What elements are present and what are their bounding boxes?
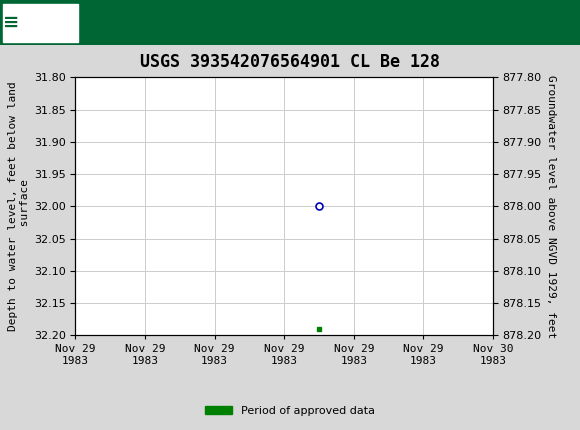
Y-axis label: Groundwater level above NGVD 1929, feet: Groundwater level above NGVD 1929, feet (546, 75, 556, 338)
FancyBboxPatch shape (3, 3, 78, 42)
Text: ≡: ≡ (3, 13, 19, 32)
Legend: Period of approved data: Period of approved data (200, 401, 380, 420)
Text: USGS 393542076564901 CL Be 128: USGS 393542076564901 CL Be 128 (140, 53, 440, 71)
Text: USGS: USGS (26, 15, 73, 30)
Y-axis label: Depth to water level, feet below land
 surface: Depth to water level, feet below land su… (8, 82, 30, 331)
